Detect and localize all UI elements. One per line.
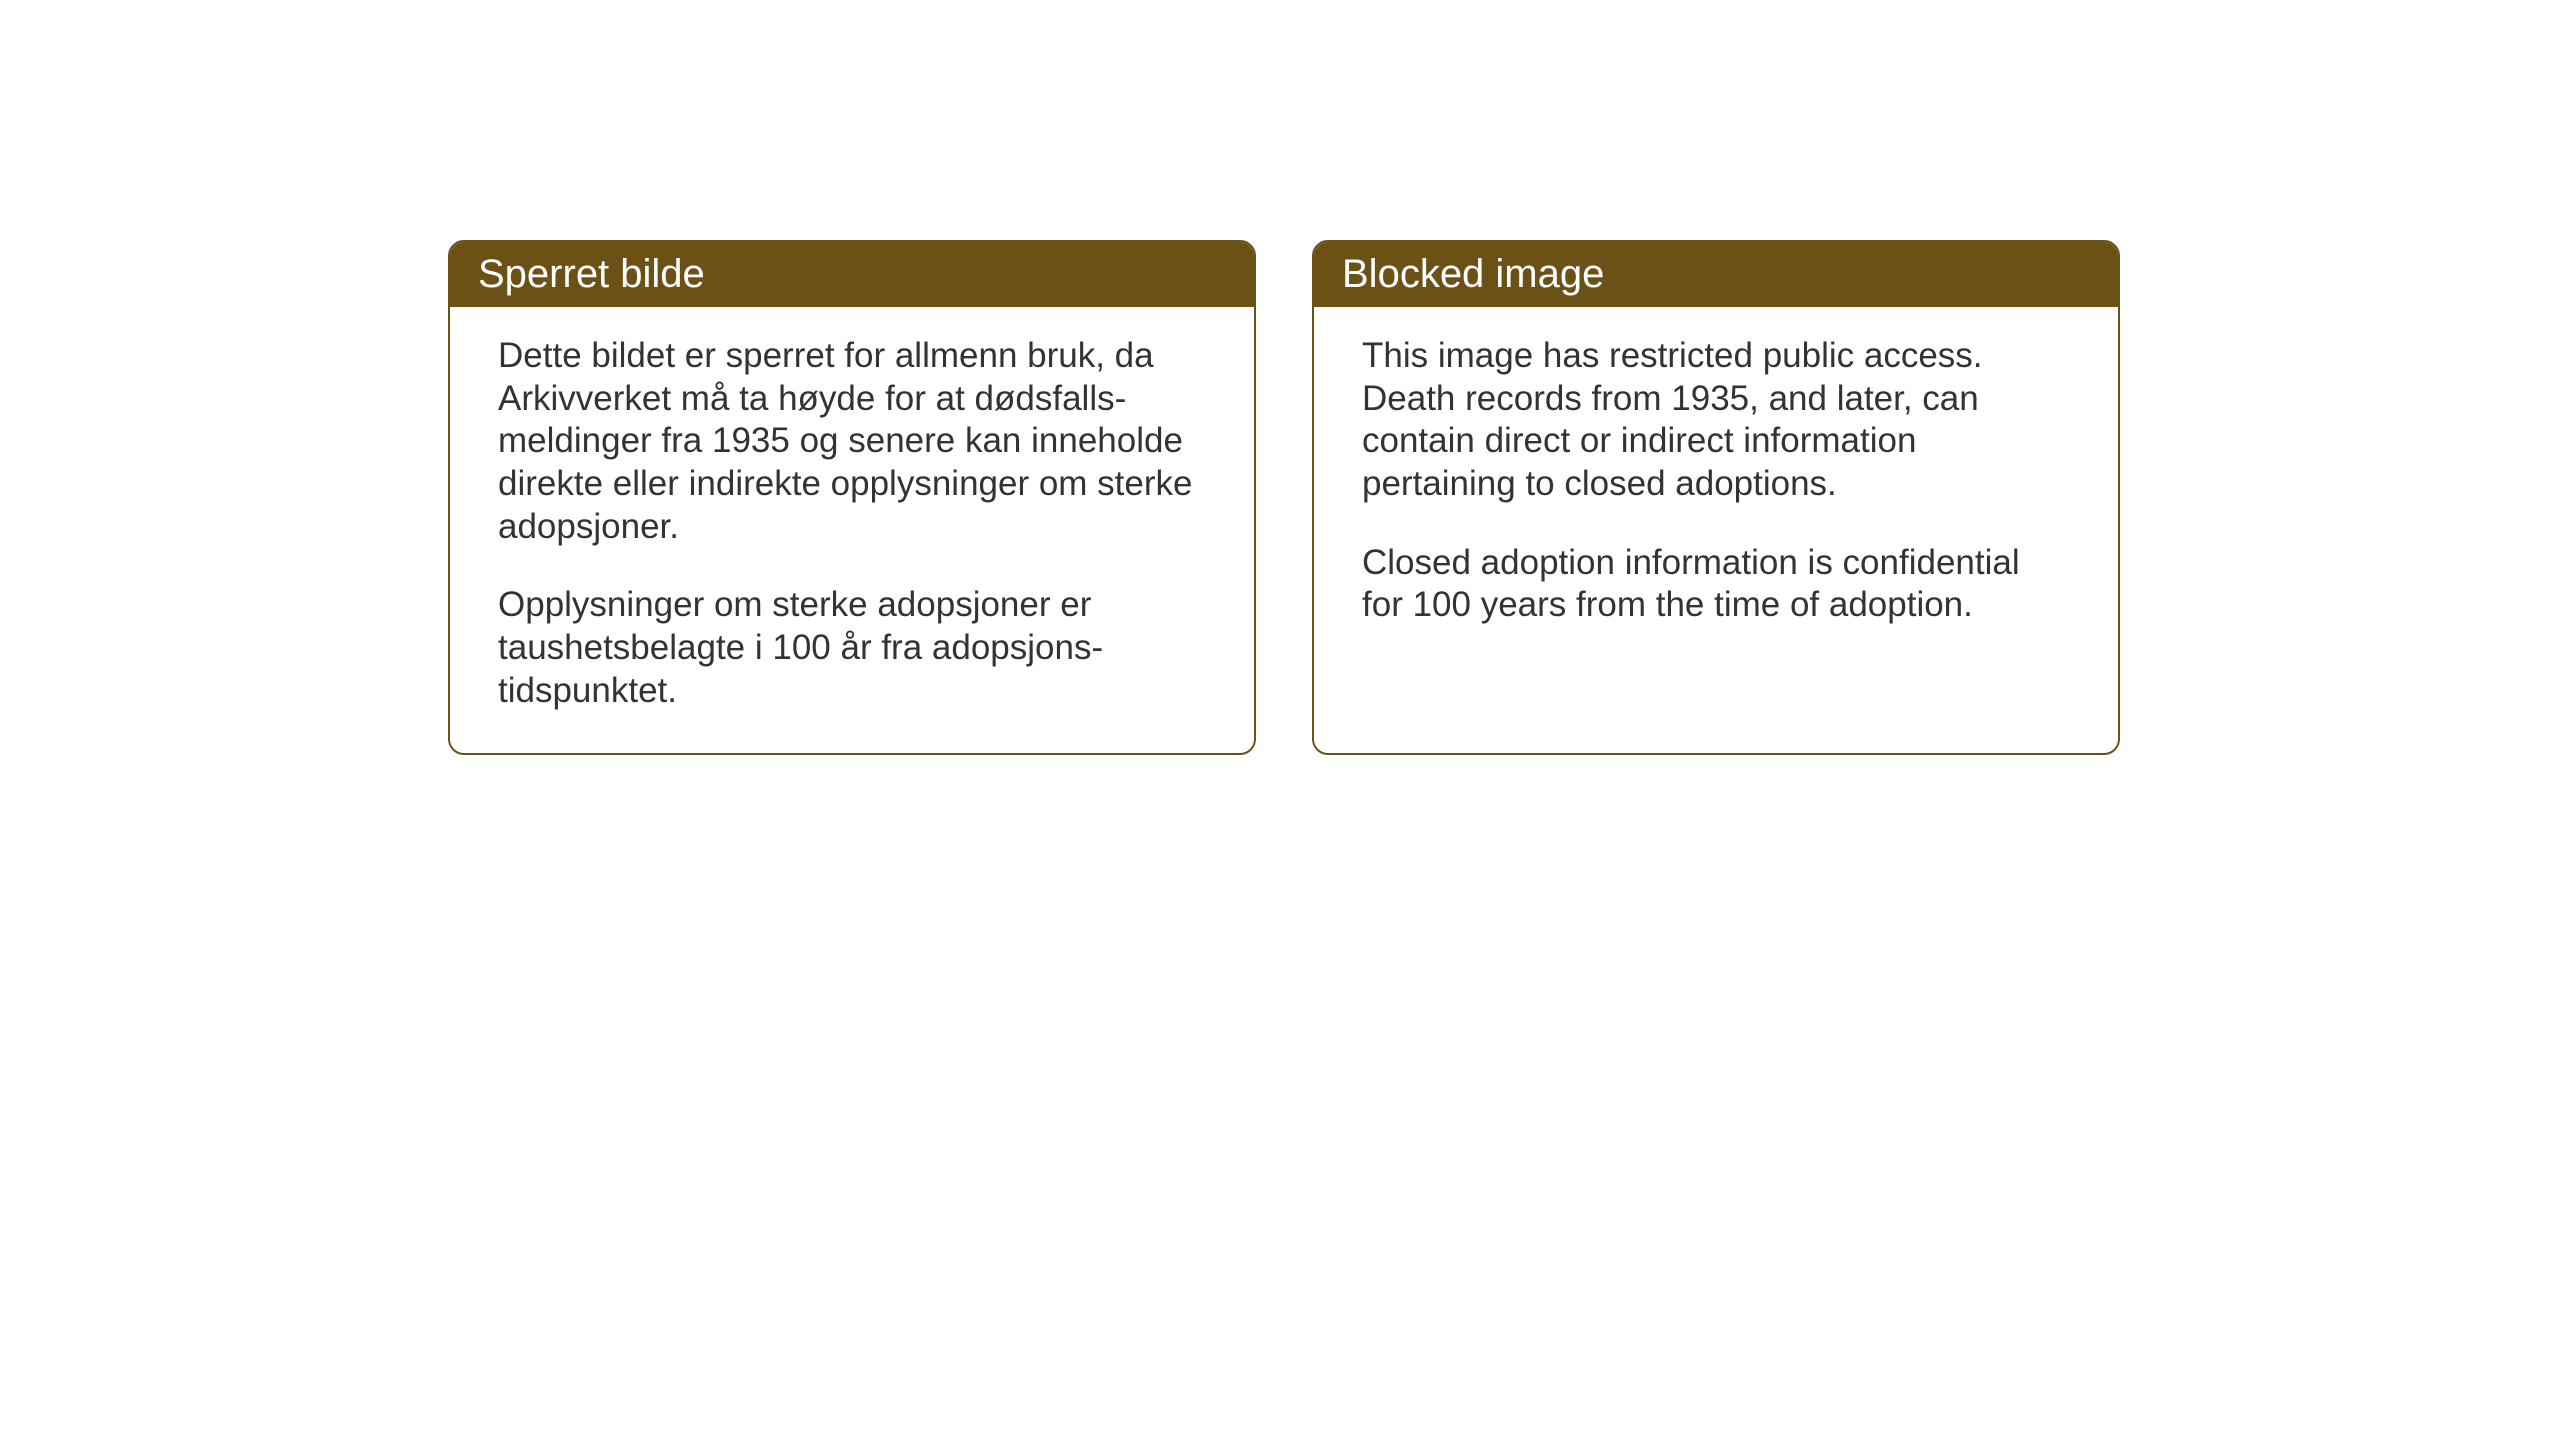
card-header-norwegian: Sperret bilde xyxy=(450,242,1254,307)
cards-container: Sperret bilde Dette bildet er sperret fo… xyxy=(448,240,2120,755)
card-paragraph: Dette bildet er sperret for allmenn bruk… xyxy=(498,335,1206,548)
card-english: Blocked image This image has restricted … xyxy=(1312,240,2120,755)
card-paragraph: Opplysninger om sterke adopsjoner er tau… xyxy=(498,584,1206,712)
card-paragraph: Closed adoption information is confident… xyxy=(1362,542,2070,627)
card-body-english: This image has restricted public access.… xyxy=(1314,307,2118,737)
card-header-english: Blocked image xyxy=(1314,242,2118,307)
card-paragraph: This image has restricted public access.… xyxy=(1362,335,2070,506)
card-body-norwegian: Dette bildet er sperret for allmenn bruk… xyxy=(450,307,1254,753)
card-norwegian: Sperret bilde Dette bildet er sperret fo… xyxy=(448,240,1256,755)
